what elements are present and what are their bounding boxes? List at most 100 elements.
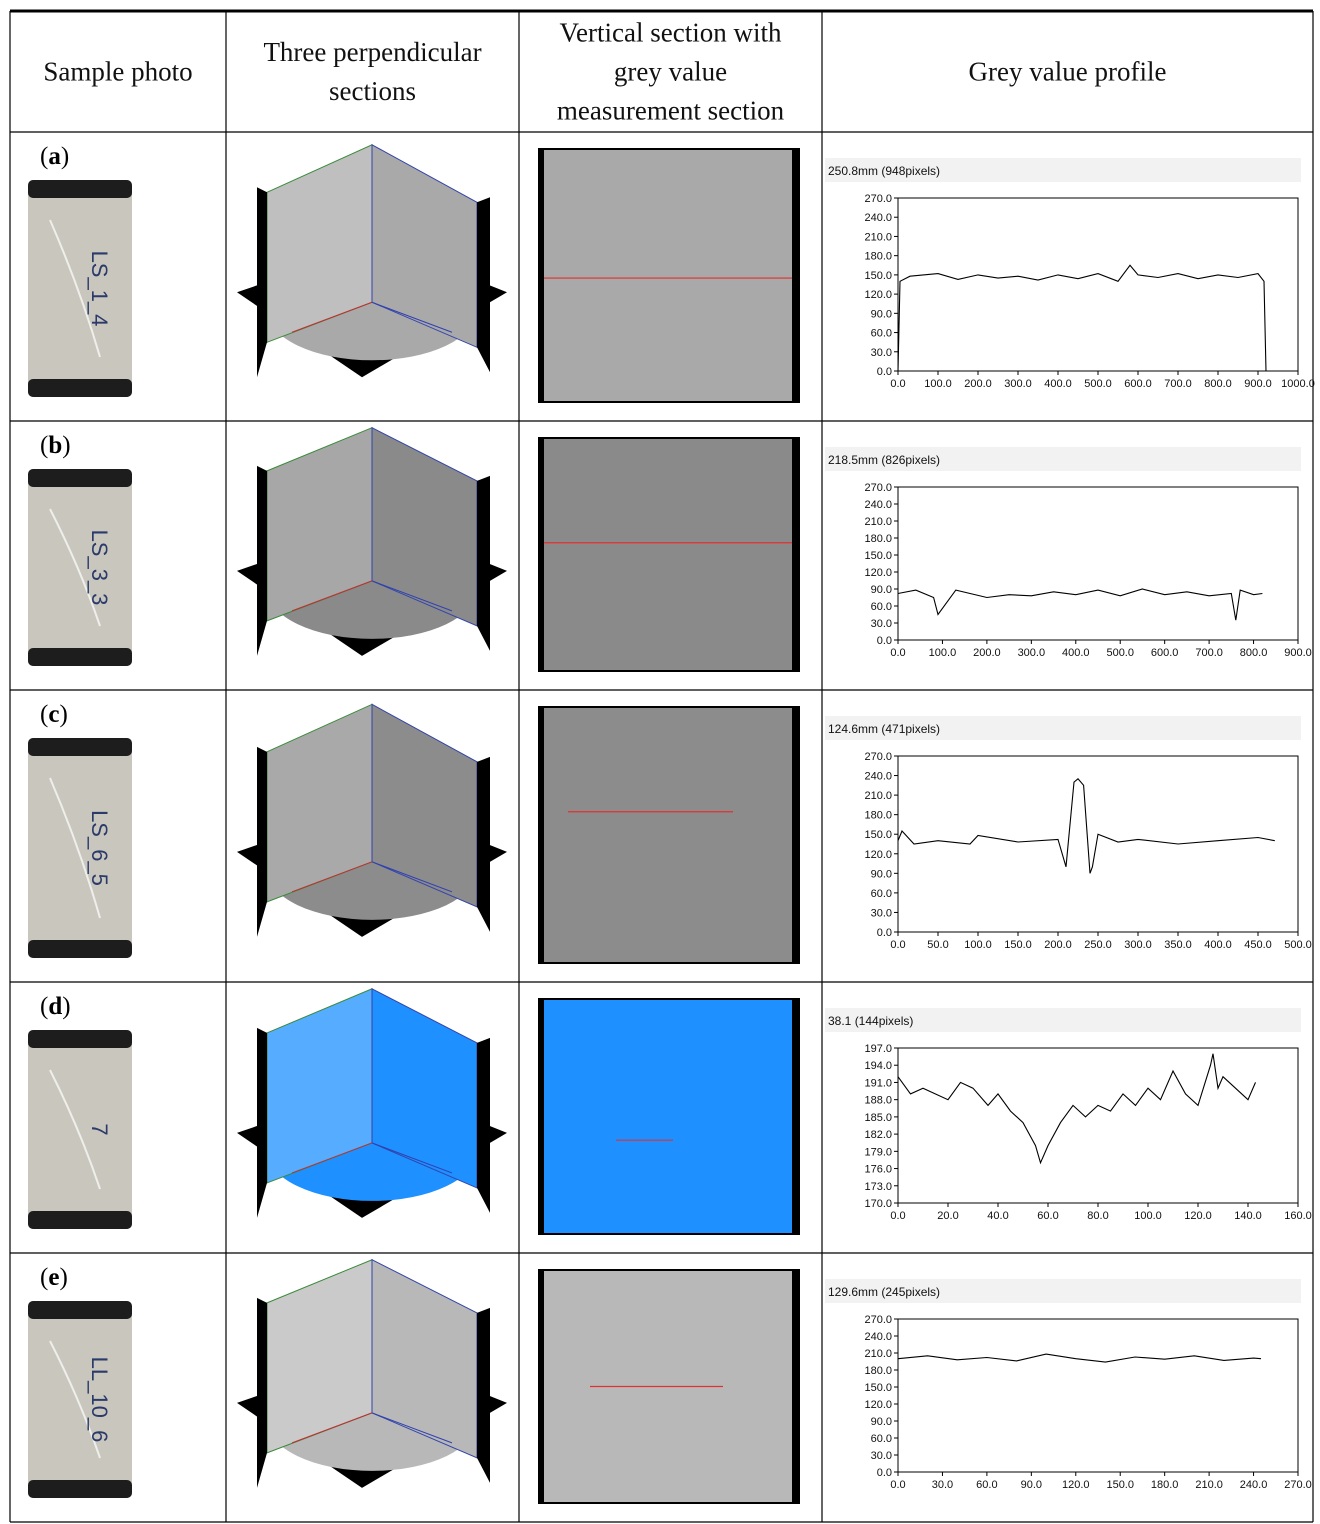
- y-tick-label: 197.0: [864, 1043, 892, 1055]
- x-tick-label: 180.0: [1151, 1479, 1179, 1491]
- plane-edge-left: [257, 465, 267, 656]
- sample-bottom-band: [28, 940, 132, 958]
- sample-top-band: [28, 1030, 132, 1048]
- row-label: (e): [40, 1264, 68, 1291]
- sample-photo: LS_1_4: [28, 180, 132, 397]
- sample-body: [28, 180, 132, 397]
- profile-line: [897, 1353, 1262, 1363]
- x-tick-label: 200.0: [973, 647, 1001, 659]
- sample-photo: 7: [28, 1030, 132, 1229]
- sample-top-band: [28, 1301, 132, 1319]
- red-axis: [291, 301, 373, 333]
- section-image: [544, 439, 792, 670]
- y-tick-label: 30.0: [871, 618, 892, 630]
- sample-photo: LS_6_5: [28, 738, 132, 958]
- column-header-3: measurement section: [557, 96, 785, 126]
- x-tick-label: 300.0: [1018, 647, 1046, 659]
- y-tick-label: 150.0: [864, 550, 892, 562]
- grey-value-profile: 129.6mm (245pixels) 0.0 30.0 60.0 90.0 120.0 1…: [825, 1279, 1312, 1491]
- x-tick-label: 500.0: [1084, 378, 1112, 390]
- y-tick-label: 191.0: [864, 1077, 892, 1089]
- y-tick-label: 60.0: [871, 888, 892, 900]
- x-tick-label: 270.0: [1284, 1479, 1312, 1491]
- x-tick-label: 160.0: [1284, 1210, 1312, 1222]
- y-tick-label: 60.0: [871, 328, 892, 340]
- x-tick-label: 100.0: [1134, 1210, 1162, 1222]
- profile-line: [897, 264, 1298, 372]
- x-tick-label: 60.0: [976, 1479, 997, 1491]
- x-tick-label: 250.0: [1084, 939, 1112, 951]
- x-tick-label: 200.0: [1044, 939, 1072, 951]
- section-image: [544, 150, 792, 401]
- x-tick-label: 200.0: [964, 378, 992, 390]
- column-header-1: Sample photo: [43, 57, 192, 87]
- x-tick-label: 0.0: [890, 378, 905, 390]
- profile-header: 218.5mm (826pixels): [828, 453, 940, 467]
- profile-header: 38.1 (144pixels): [828, 1014, 913, 1028]
- x-tick-label: 900.0: [1284, 647, 1312, 659]
- y-tick-label: 179.0: [864, 1146, 892, 1158]
- sample-bottom-band: [28, 1211, 132, 1229]
- y-tick-label: 180.0: [864, 810, 892, 822]
- perpendicular-sections: [237, 143, 507, 378]
- sample-photo: LS_3_3: [28, 469, 132, 666]
- y-tick-label: 240.0: [864, 1331, 892, 1343]
- section-image: [544, 708, 792, 962]
- y-tick-label: 180.0: [864, 1365, 892, 1377]
- sample-body: [28, 738, 132, 958]
- profile-header-bar: [825, 447, 1301, 471]
- y-tick-label: 30.0: [871, 1450, 892, 1462]
- grey-value-profile: 38.1 (144pixels) 170.0 173.0 176.0 179.0 182.…: [825, 1008, 1312, 1222]
- y-tick-label: 210.0: [864, 1348, 892, 1360]
- table-grid: [9, 9, 1314, 1523]
- plane-edge-left: [257, 1297, 267, 1488]
- blue-axis: [371, 1142, 453, 1174]
- profile-header-bar: [825, 1008, 1301, 1032]
- vertical-section: [538, 998, 800, 1235]
- sample-label: 7: [87, 1123, 112, 1135]
- blue-axis: [371, 1412, 453, 1444]
- y-tick-label: 185.0: [864, 1112, 892, 1124]
- y-tick-label: 210.0: [864, 231, 892, 243]
- x-tick-label: 120.0: [1062, 1479, 1090, 1491]
- y-tick-label: 240.0: [864, 499, 892, 511]
- x-tick-label: 100.0: [929, 647, 957, 659]
- y-tick-label: 30.0: [871, 907, 892, 919]
- plot-area: [897, 486, 1299, 641]
- x-tick-label: 40.0: [987, 1210, 1008, 1222]
- x-tick-label: 400.0: [1204, 939, 1232, 951]
- x-tick-label: 400.0: [1044, 378, 1072, 390]
- vertical-section: [538, 706, 800, 964]
- sample-body: [28, 1030, 132, 1229]
- profile-line: [897, 778, 1275, 874]
- y-tick-label: 0.0: [877, 1467, 892, 1479]
- profile-header-bar: [825, 716, 1301, 740]
- sample-vein: [49, 219, 101, 358]
- x-tick-label: 300.0: [1124, 939, 1152, 951]
- x-tick-label: 30.0: [932, 1479, 953, 1491]
- x-tick-label: 100.0: [964, 939, 992, 951]
- y-tick-label: 150.0: [864, 829, 892, 841]
- plane-edge-right: [477, 475, 490, 651]
- sample-vein: [49, 1069, 101, 1190]
- section-image: [544, 1000, 792, 1233]
- x-tick-label: 210.0: [1195, 1479, 1223, 1491]
- y-tick-label: 90.0: [871, 1416, 892, 1428]
- x-tick-label: 150.0: [1004, 939, 1032, 951]
- vertical-section: [538, 437, 800, 672]
- y-tick-label: 60.0: [871, 1433, 892, 1445]
- y-tick-label: 30.0: [871, 347, 892, 359]
- perpendicular-sections: [237, 703, 507, 937]
- grey-value-profile: 124.6mm (471pixels) 0.0 30.0 60.0 90.0 120.0 1…: [825, 716, 1312, 951]
- y-tick-label: 120.0: [864, 289, 892, 301]
- plane-edge-right: [477, 1037, 490, 1213]
- perpendicular-sections: [237, 426, 507, 656]
- x-tick-label: 0.0: [890, 1210, 905, 1222]
- x-tick-label: 800.0: [1240, 647, 1268, 659]
- y-tick-label: 270.0: [864, 1314, 892, 1326]
- x-tick-label: 700.0: [1195, 647, 1223, 659]
- column-header-3: Vertical section with: [560, 18, 782, 48]
- x-tick-label: 0.0: [890, 1479, 905, 1491]
- y-tick-label: 0.0: [877, 366, 892, 378]
